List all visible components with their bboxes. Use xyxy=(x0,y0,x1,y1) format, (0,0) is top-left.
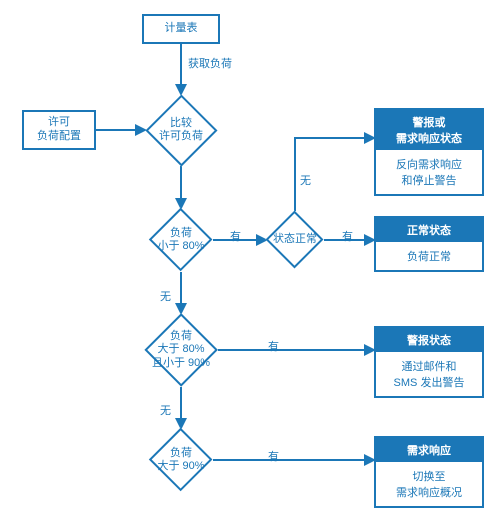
node-status_ok: 状态正常 xyxy=(266,211,324,269)
node-res_warn-body: 通过邮件和SMS 发出警告 xyxy=(376,352,482,396)
node-meter-label: 计量表 xyxy=(165,22,198,36)
edge-label-e8: 有 xyxy=(268,338,279,354)
flowchart-canvas: 计量表许可负荷配置 比较许可负荷负荷小于 80% 状态正常负荷大于 80%且小于 9… xyxy=(0,0,500,532)
node-res_dr: 需求响应切换至需求响应概况 xyxy=(374,436,484,508)
node-res_alarm_dr: 警报或需求响应状态反向需求响应和停止警告 xyxy=(374,108,484,196)
node-lt80: 负荷小于 80% xyxy=(149,208,213,272)
node-permit_cfg: 许可负荷配置 xyxy=(22,110,96,150)
node-b80_90-label: 负荷大于 80%且小于 90% xyxy=(144,313,218,387)
node-res_normal-body: 负荷正常 xyxy=(376,242,482,270)
node-lt80-label: 负荷小于 80% xyxy=(149,208,213,272)
edge-label-get-load: 获取负荷 xyxy=(188,55,232,71)
node-gt90: 负荷大于 90% xyxy=(149,428,213,492)
node-res_dr-header: 需求响应 xyxy=(376,438,482,462)
node-permit_cfg-label: 许可负荷配置 xyxy=(37,116,81,144)
node-res_alarm_dr-header: 警报或需求响应状态 xyxy=(376,110,482,150)
node-status_ok-label: 状态正常 xyxy=(266,211,324,269)
node-res_warn-header: 警报状态 xyxy=(376,328,482,352)
edge-label-e5: 有 xyxy=(342,228,353,244)
node-b80_90: 负荷大于 80%且小于 90% xyxy=(144,313,218,387)
node-res_normal: 正常状态负荷正常 xyxy=(374,216,484,272)
node-compare: 比较许可负荷 xyxy=(145,94,217,166)
edge-label-e7: 无 xyxy=(160,288,171,304)
node-gt90-label: 负荷大于 90% xyxy=(149,428,213,492)
node-compare-label: 比较许可负荷 xyxy=(145,94,217,166)
edge-label-e10: 有 xyxy=(268,448,279,464)
edge-label-e4: 有 xyxy=(230,228,241,244)
edge-label-e9: 无 xyxy=(160,402,171,418)
edge-label-e6: 无 xyxy=(300,172,311,188)
node-res_warn: 警报状态通过邮件和SMS 发出警告 xyxy=(374,326,484,398)
node-res_dr-body: 切换至需求响应概况 xyxy=(376,462,482,506)
node-res_alarm_dr-body: 反向需求响应和停止警告 xyxy=(376,150,482,194)
node-res_normal-header: 正常状态 xyxy=(376,218,482,242)
node-meter: 计量表 xyxy=(142,14,220,44)
